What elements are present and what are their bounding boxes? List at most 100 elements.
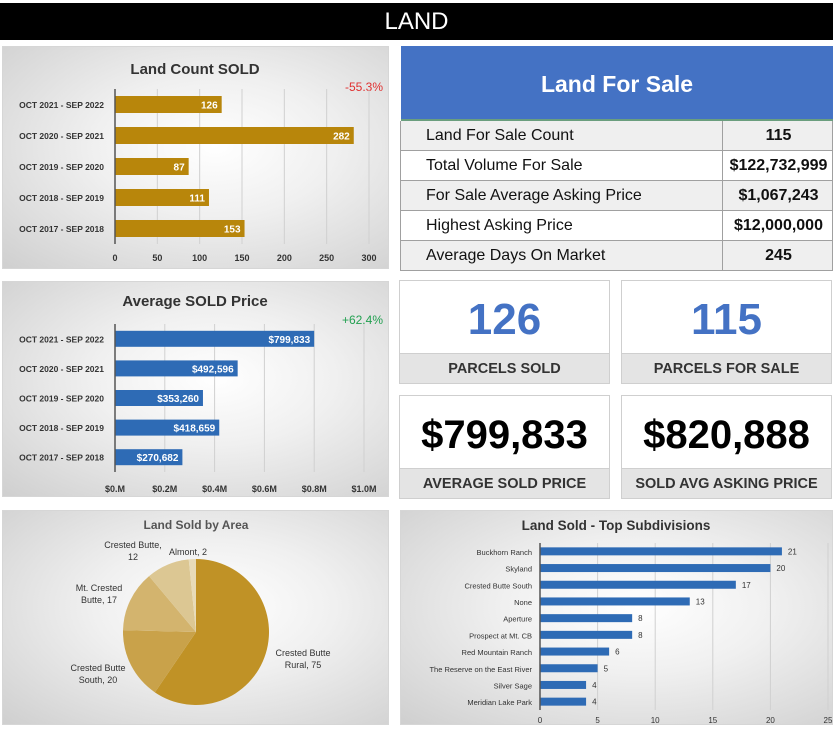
bar	[540, 630, 633, 639]
bar-value-label: 17	[742, 581, 751, 590]
x-tick-label: $0.M	[105, 484, 125, 494]
bar	[540, 597, 690, 606]
category-label: OCT 2019 - SEP 2020	[19, 162, 104, 172]
bar	[540, 664, 598, 673]
land-count-sold-chart: Land Count SOLD -55.3% 0 50 100 150 200 250 300 O…	[2, 46, 389, 269]
category-label: OCT 2018 - SEP 2019	[19, 423, 104, 433]
kpi-value: $820,888	[643, 413, 810, 457]
row-value: $122,732,999	[722, 151, 833, 180]
category-label: OCT 2020 - SEP 2021	[19, 131, 104, 141]
row-value: $12,000,000	[722, 211, 833, 240]
category-label: None	[514, 598, 532, 607]
category-label: Skyland	[505, 565, 532, 574]
row-value: 245	[722, 241, 833, 270]
kpi-caption: AVERAGE SOLD PRICE	[400, 468, 609, 498]
pie-slice	[188, 559, 196, 632]
bar-value-label: 13	[696, 597, 705, 606]
land-for-sale-title: Land For Sale	[401, 46, 833, 121]
bar	[540, 680, 587, 689]
bar-value-label: 87	[174, 163, 186, 174]
x-tick-label: 0	[538, 716, 543, 725]
x-tick-label: 100	[192, 253, 207, 263]
x-tick-label: 25	[824, 716, 833, 725]
bar	[540, 647, 610, 656]
x-tick-label: 20	[766, 716, 775, 725]
kpi-value: 115	[691, 295, 762, 344]
kpi-caption: PARCELS FOR SALE	[622, 353, 831, 383]
category-label: OCT 2017 - SEP 2018	[19, 453, 104, 463]
category-label: OCT 2017 - SEP 2018	[19, 224, 104, 234]
category-label: OCT 2019 - SEP 2020	[19, 394, 104, 404]
row-label: Average Days On Market	[426, 247, 606, 264]
land-sold-by-area-chart: Land Sold by Area Crested Butte Rural, 75 C…	[2, 510, 389, 725]
category-label: Crested Butte South	[464, 581, 532, 590]
x-tick-label: 5	[595, 716, 600, 725]
table-row: For Sale Average Asking Price $1,067,243	[400, 181, 833, 211]
row-label: Land For Sale Count	[426, 127, 574, 144]
bar-value-label: 282	[333, 132, 350, 143]
kpi-value: $799,833	[421, 413, 588, 457]
top-subdivisions-svg: Land Sold - Top Subdivisions 0 5 10 15 20 25 Bu…	[429, 518, 833, 725]
pie-data-label: Almont, 2	[169, 547, 207, 557]
category-label: OCT 2021 - SEP 2022	[19, 100, 104, 110]
land-sold-by-area-svg: Land Sold by Area Crested Butte Rural, 75 C…	[70, 518, 331, 705]
bar-value-label: 153	[224, 225, 241, 236]
chart-title: Land Sold - Top Subdivisions	[522, 518, 711, 533]
category-label: Prospect at Mt. CB	[469, 631, 532, 640]
category-label: OCT 2021 - SEP 2022	[19, 334, 104, 344]
kpi-sold-avg-asking-price: $820,888 SOLD AVG ASKING PRICE	[621, 395, 832, 499]
pie-data-label: Crested Butte Rural, 75	[275, 648, 330, 670]
bar-value-label: 5	[604, 664, 609, 673]
bar-value-label: 4	[592, 681, 597, 690]
row-label: Total Volume For Sale	[426, 157, 583, 174]
land-count-sold-svg: Land Count SOLD -55.3% 0 50 100 150 200 250 300 O…	[19, 61, 383, 263]
bar	[115, 360, 238, 377]
change-annotation: +62.4%	[342, 313, 383, 327]
x-tick-label: 0	[112, 253, 117, 263]
bar	[115, 419, 220, 436]
x-tick-label: 250	[319, 253, 334, 263]
x-tick-label: $0.8M	[302, 484, 327, 494]
category-label: The Reserve on the East River	[429, 665, 532, 674]
pie-slice	[149, 559, 196, 632]
x-tick-label: 50	[152, 253, 162, 263]
category-label: OCT 2020 - SEP 2021	[19, 364, 104, 374]
average-sold-price-svg: Average SOLD Price +62.4% $0.M $0.2M $0.4M $0…	[19, 293, 383, 494]
bar-value-label: 8	[638, 631, 643, 640]
category-label: OCT 2018 - SEP 2019	[19, 193, 104, 203]
bar-value-label: 126	[201, 101, 218, 112]
bar-value-label: 8	[638, 614, 643, 623]
category-label: Silver Sage	[494, 681, 532, 690]
chart-title: Average SOLD Price	[122, 293, 267, 310]
table-row: Total Volume For Sale $122,732,999	[400, 151, 833, 181]
pie-slice	[154, 559, 269, 705]
row-label: Highest Asking Price	[426, 217, 573, 234]
table-row: Average Days On Market 245	[400, 241, 833, 271]
kpi-value: 126	[467, 295, 542, 344]
category-label: Buckhorn Ranch	[477, 548, 532, 557]
bar	[115, 449, 183, 466]
top-subdivisions-chart: Land Sold - Top Subdivisions 0 5 10 15 20 25 Bu…	[400, 510, 833, 725]
bar	[540, 697, 587, 706]
bar	[115, 96, 222, 113]
pie-data-label: Crested Butte, 12	[104, 540, 162, 562]
category-label: Red Mountain Ranch	[462, 648, 532, 657]
bar-value-label: $353,260	[157, 394, 199, 405]
bar-value-label: 111	[189, 194, 205, 205]
chart-title: Land Sold by Area	[144, 518, 249, 532]
row-value: 115	[722, 121, 833, 150]
x-tick-label: $0.2M	[152, 484, 177, 494]
x-tick-label: 10	[651, 716, 660, 725]
bar-value-label: 21	[788, 547, 797, 556]
kpi-average-sold-price: $799,833 AVERAGE SOLD PRICE	[399, 395, 610, 499]
x-tick-label: $0.6M	[252, 484, 277, 494]
pie-slice	[123, 576, 196, 632]
page-header: LAND	[0, 3, 833, 40]
x-tick-label: $1.0M	[351, 484, 376, 494]
bar	[540, 564, 771, 573]
pie-data-label: Mt. Crested Butte, 17	[76, 583, 123, 605]
bar-value-label: 4	[592, 698, 597, 707]
average-sold-price-chart: Average SOLD Price +62.4% $0.M $0.2M $0.4M $0…	[2, 281, 389, 497]
chart-title: Land Count SOLD	[130, 61, 259, 78]
pie-data-label: Crested Butte South, 20	[70, 663, 125, 685]
